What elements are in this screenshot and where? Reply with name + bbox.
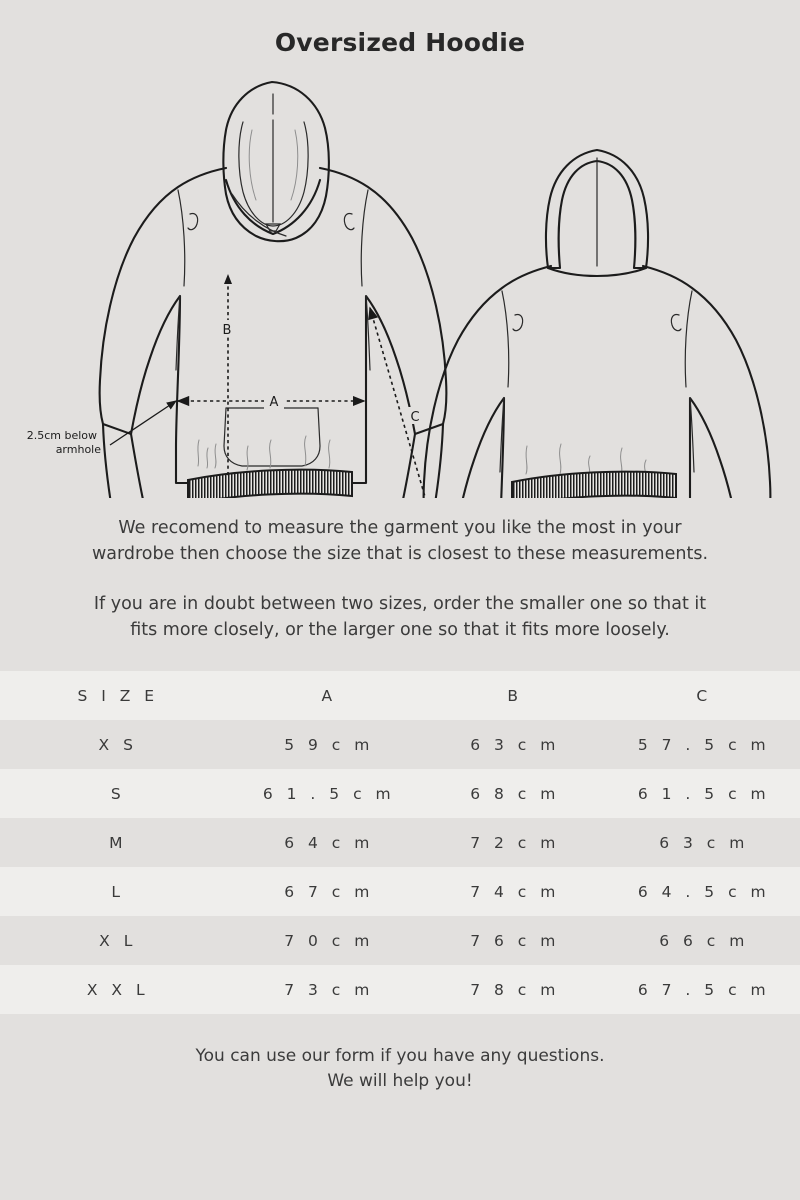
cell-size: X S [98, 735, 138, 754]
cell-c: 6 1 . 5 c m [637, 784, 771, 803]
cell-size: X X L [86, 980, 150, 999]
cell-size: X L [99, 931, 137, 950]
header-b: B [507, 686, 523, 705]
measurement-overlays: A B C 2.5cm below armhole [27, 274, 439, 498]
cell-b: 6 3 c m [470, 735, 560, 754]
cell-a: 7 0 c m [284, 931, 374, 950]
hoodie-technical-drawing: FRONT A B C 2.5cm below arm [0, 68, 800, 498]
cell-a: 6 1 . 5 c m [262, 784, 396, 803]
note-paragraph-2: If you are in doubt between two sizes, o… [93, 594, 707, 640]
measure-b-label: B [223, 323, 232, 338]
table-row: M 6 4 c m 7 2 c m 6 3 c m [0, 818, 800, 867]
armhole-annotation-line2: armhole [56, 443, 102, 456]
cell-c: 5 7 . 5 c m [637, 735, 771, 754]
cell-c: 6 6 c m [659, 931, 749, 950]
size-table: S I Z E A B C X S 5 9 c m 6 3 c m 5 7 . … [0, 671, 800, 1014]
header-c: C [696, 686, 712, 705]
cell-c: 6 7 . 5 c m [637, 980, 771, 999]
header-a: A [321, 686, 337, 705]
header-size: S I Z E [77, 686, 159, 705]
page-title: Oversized Hoodie [274, 28, 526, 57]
cell-b: 7 8 c m [470, 980, 560, 999]
table-row: S 6 1 . 5 c m 6 8 c m 6 1 . 5 c m [0, 769, 800, 818]
measure-c-label: C [410, 410, 419, 425]
cell-a: 6 7 c m [284, 882, 374, 901]
table-row: L 6 7 c m 7 4 c m 6 4 . 5 c m [0, 867, 800, 916]
cell-size: M [109, 833, 127, 852]
table-row: X S 5 9 c m 6 3 c m 5 7 . 5 c m [0, 720, 800, 769]
measure-a-label: A [270, 395, 279, 410]
note-paragraph-1: We recomend to measure the garment you l… [91, 518, 709, 564]
annotation-leader-line [109, 400, 178, 446]
table-header-row: S I Z E A B C [0, 671, 800, 720]
cell-b: 7 4 c m [470, 882, 560, 901]
cell-b: 7 2 c m [470, 833, 560, 852]
cell-a: 5 9 c m [284, 735, 374, 754]
cell-a: 7 3 c m [284, 980, 374, 999]
table-row: X X L 7 3 c m 7 8 c m 6 7 . 5 c m [0, 965, 800, 1014]
back-hoodie-illustration: BACK [422, 148, 772, 498]
cell-b: 7 6 c m [470, 931, 560, 950]
armhole-annotation-line1: 2.5cm below [27, 429, 97, 442]
cell-c: 6 3 c m [659, 833, 749, 852]
footer-help-text: You can use our form if you have any que… [0, 1044, 800, 1094]
front-hoodie-illustration: FRONT [98, 80, 448, 498]
footer-line-2: We will help you! [327, 1071, 473, 1091]
cell-c: 6 4 . 5 c m [637, 882, 771, 901]
measurement-notes: We recomend to measure the garment you l… [0, 516, 800, 643]
table-row: X L 7 0 c m 7 6 c m 6 6 c m [0, 916, 800, 965]
cell-size: L [111, 882, 125, 901]
cell-b: 6 8 c m [470, 784, 560, 803]
cell-a: 6 4 c m [284, 833, 374, 852]
cell-size: S [110, 784, 126, 803]
footer-line-1: You can use our form if you have any que… [195, 1046, 605, 1066]
measure-c-line [368, 306, 439, 498]
